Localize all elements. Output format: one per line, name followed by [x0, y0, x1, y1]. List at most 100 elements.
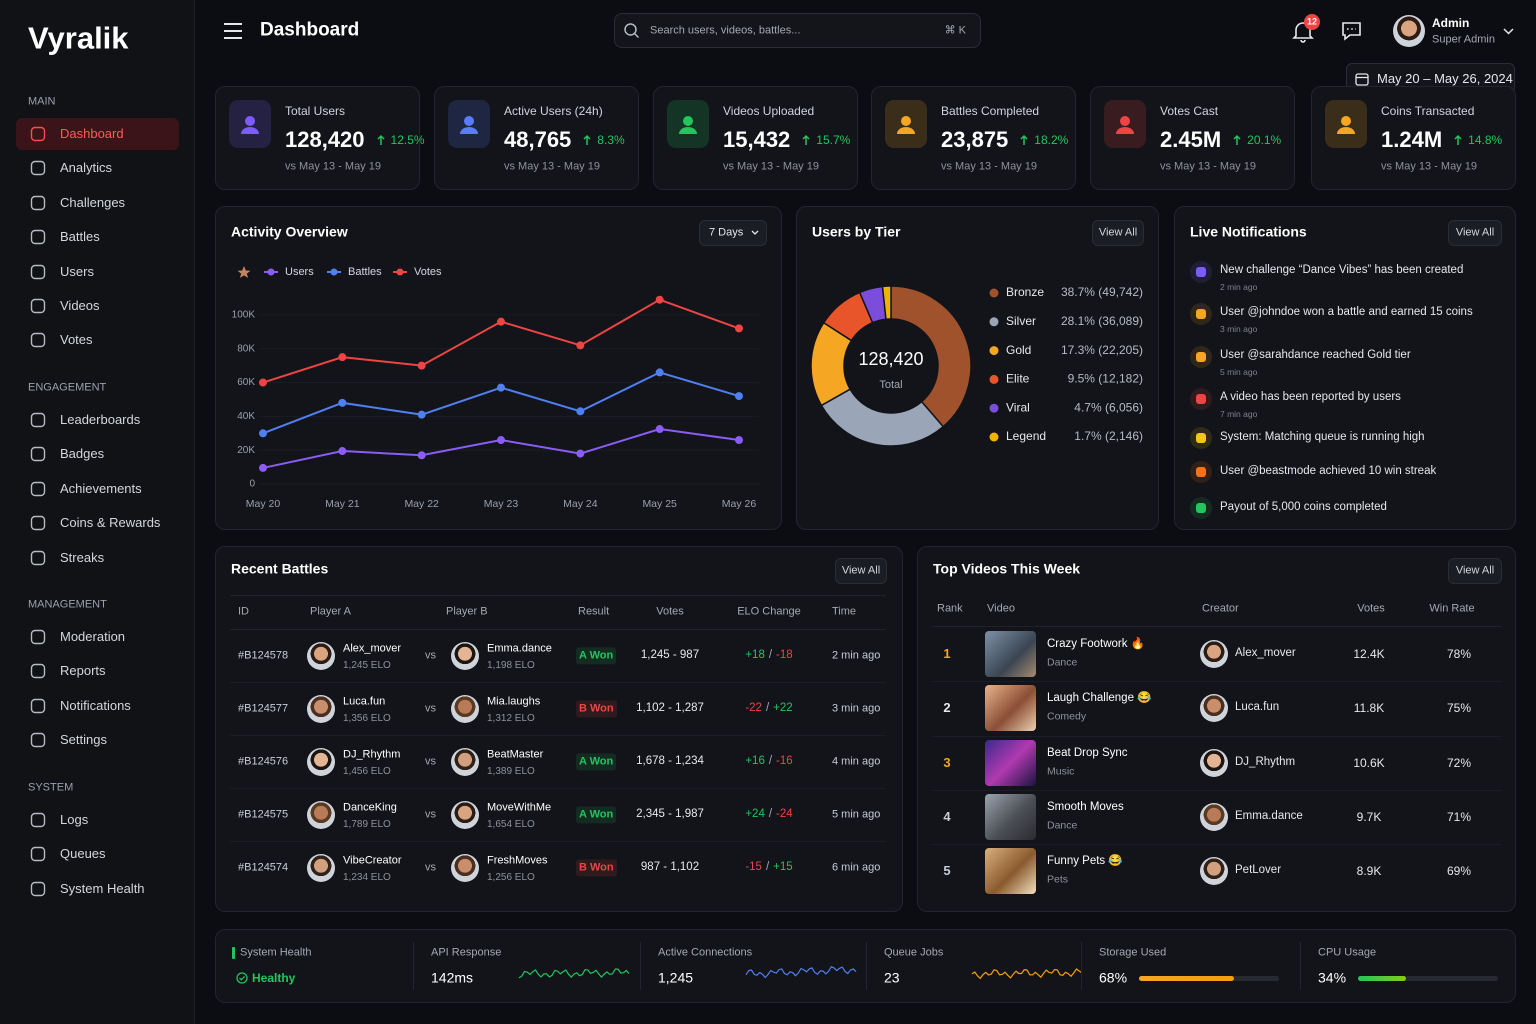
legend-value: 28.1% (36,089) [1061, 314, 1143, 328]
video-title[interactable]: Crazy Footwork 🔥 [1047, 638, 1146, 651]
player-elo: 1,654 ELO [487, 819, 535, 830]
nav-label[interactable]: Badges [60, 446, 105, 462]
range-label[interactable]: 7 Days [709, 226, 744, 239]
battle-result: B Won [576, 859, 617, 877]
nav-label[interactable]: Leaderboards [60, 412, 141, 428]
video-creator: Emma.dance [1235, 809, 1303, 822]
stat-value: 1.24M [1381, 127, 1443, 152]
video-title[interactable]: Beat Drop Sync [1047, 746, 1128, 759]
legend-label: Viral [1006, 400, 1030, 414]
nav-label[interactable]: Battles [60, 229, 100, 245]
row-divider [932, 735, 1502, 737]
nav-label[interactable]: Videos [60, 298, 100, 314]
stat-value-row: 23,875 18.2% [941, 127, 1068, 153]
data-point [259, 378, 267, 387]
nav-label[interactable]: Coins & Rewards [60, 515, 161, 531]
elo-change-b: +22 [773, 702, 793, 715]
legend-star [237, 266, 251, 278]
column-header: Player B [446, 605, 488, 618]
avatar [1200, 640, 1228, 668]
video-title[interactable]: Funny Pets 😂 [1047, 855, 1123, 868]
graphic [30, 447, 46, 462]
calendar-icon [1355, 73, 1369, 86]
trend-arrow [1233, 135, 1241, 146]
view-all-label[interactable]: View All [1455, 564, 1495, 577]
nav-label[interactable]: System Health [60, 881, 145, 896]
elo-change: -22/+22 [745, 702, 792, 716]
row-divider [230, 841, 886, 842]
nav-label[interactable]: Challenges [60, 195, 126, 210]
nav-label[interactable]: Analytics [60, 160, 113, 176]
column-header: Win Rate [1429, 602, 1475, 615]
trend-arrow [377, 135, 385, 146]
elo-separator: / [768, 808, 773, 821]
stat-compare: vs May 13 - May 19 [941, 160, 1037, 173]
graphic: 128,420 Total Bronze 38.7% (49,742) Silver 28… [810, 285, 1143, 447]
legend-swatch [989, 317, 999, 327]
graphic [745, 965, 857, 979]
pie-slice [890, 285, 972, 428]
player-name: DanceKing [343, 801, 397, 814]
nav-item[interactable] [16, 118, 179, 150]
legend-value: 38.7% (49,742) [1061, 285, 1143, 299]
avatar [451, 642, 479, 670]
nav-label[interactable]: Achievements [60, 481, 142, 496]
legend-label: Silver [1006, 314, 1036, 328]
video-win-rate: 71% [1446, 809, 1472, 824]
user-name[interactable]: Admin [1432, 15, 1470, 30]
nav-label[interactable]: Settings [60, 732, 107, 748]
check-icon [236, 972, 248, 984]
video-rank: 2 [943, 700, 951, 716]
stat-card [1090, 86, 1295, 190]
video-win-rate: 72% [1446, 755, 1472, 770]
notification-time: 3 min ago [1220, 323, 1258, 334]
stat-value: 23,875 [941, 127, 1009, 152]
video-title[interactable]: Smooth Moves [1047, 800, 1124, 813]
nav-icon [30, 229, 46, 245]
elo-separator: / [768, 755, 773, 768]
data-point [259, 463, 267, 472]
graphic [460, 116, 478, 134]
nav-icon [30, 447, 46, 462]
battle-id: #B124578 [238, 649, 289, 662]
view-all-button[interactable] [835, 558, 887, 584]
data-point [417, 410, 426, 419]
nav-label[interactable]: Users [60, 263, 94, 279]
view-all-label[interactable]: View All [841, 564, 881, 577]
nav-label[interactable]: Reports [60, 663, 106, 679]
chevron [751, 230, 759, 235]
nav-label[interactable]: Moderation [60, 629, 126, 645]
chevron [1503, 28, 1514, 35]
nav-label[interactable]: Logs [60, 812, 89, 828]
progress-fill [1139, 976, 1235, 981]
stat-label: Coins Transacted [1381, 103, 1475, 118]
sparkline [745, 965, 857, 979]
view-all-label[interactable]: View All [1098, 226, 1138, 239]
stat-icon-glyph [1116, 127, 1134, 134]
battle-id: #B124575 [238, 808, 289, 821]
avatar [1200, 694, 1228, 723]
search-box[interactable] [614, 13, 981, 48]
search-placeholder[interactable]: Search users, videos, battles... [650, 24, 801, 37]
nav-icon [30, 881, 46, 896]
view-all-button[interactable] [1448, 220, 1502, 246]
view-all-button[interactable] [1448, 558, 1502, 584]
legend-value: 1.7% (2,146) [1074, 429, 1143, 443]
page-title: Dashboard [260, 19, 360, 41]
stat-change: 20.1% [1247, 133, 1282, 147]
notification-text: New challenge “Dance Vibes” has been cre… [1220, 264, 1464, 277]
nav-label[interactable]: Notifications [60, 698, 131, 713]
nav-label[interactable]: Queues [60, 846, 106, 862]
column-header: Time [832, 605, 857, 618]
view-all-label[interactable]: View All [1455, 226, 1495, 239]
nav-label[interactable]: Dashboard [60, 126, 124, 142]
notification-icon [1196, 467, 1206, 477]
nav-label[interactable]: Streaks [60, 549, 105, 565]
x-tick-label: May 26 [722, 498, 757, 510]
elo-separator: / [768, 649, 773, 662]
trend-arrow [1454, 135, 1462, 146]
nav-label[interactable]: Votes [60, 332, 93, 348]
view-all-button[interactable] [1092, 220, 1144, 246]
video-title[interactable]: Laugh Challenge 😂 [1047, 692, 1152, 705]
notification-icon [1196, 503, 1206, 513]
